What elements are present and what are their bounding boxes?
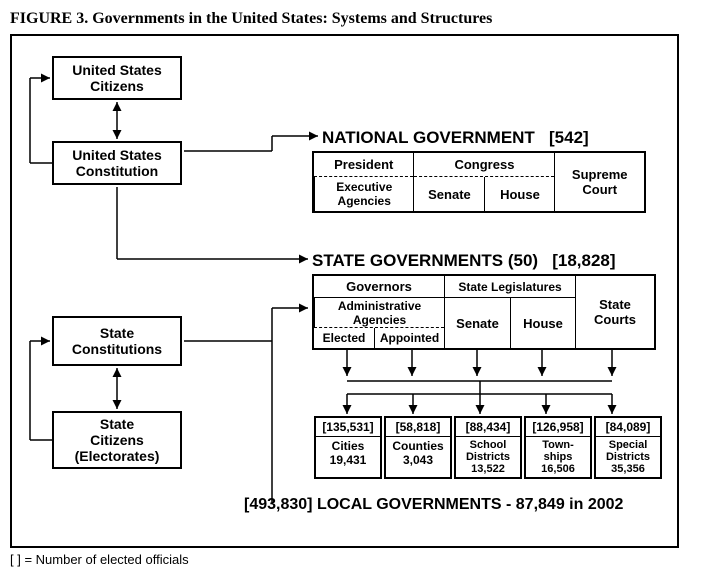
- local-school: [88,434] School Districts13,522: [454, 416, 522, 479]
- cell-state-house: House: [510, 298, 575, 348]
- label: (Electorates): [75, 448, 160, 464]
- officials: [58,818]: [386, 418, 450, 437]
- cell-senate: Senate: [414, 177, 484, 211]
- local-counties: [58,818] Counties3,043: [384, 416, 452, 479]
- cell-exec-agencies: Executive Agencies: [314, 177, 413, 211]
- cell-congress: Congress: [414, 153, 554, 177]
- cell-president: President: [314, 153, 413, 177]
- local-special: [84,089] Special Districts35,356: [594, 416, 662, 479]
- national-table: President Executive Agencies Congress Se…: [312, 151, 646, 213]
- box-us-constitution: United States Constitution: [52, 141, 182, 185]
- state-heading: STATE GOVERNMENTS (50): [312, 251, 538, 270]
- count: 16,506: [541, 463, 575, 475]
- name: School Districts: [466, 439, 510, 463]
- label: State: [100, 325, 134, 341]
- state-officials: [18,828]: [552, 251, 615, 270]
- cell-supreme-court: Supreme Court: [554, 153, 644, 211]
- label: Citizens: [90, 78, 144, 94]
- count: 13,522: [471, 463, 505, 475]
- local-heading: LOCAL GOVERNMENTS - 87,849 in 2002: [317, 496, 623, 513]
- count: 3,043: [403, 453, 433, 467]
- label: United States: [72, 62, 161, 78]
- cell-admin: Administrative Agencies: [314, 298, 444, 328]
- label: United States: [72, 147, 161, 163]
- label: Constitutions: [72, 341, 162, 357]
- box-state-citizens: State Citizens (Electorates): [52, 411, 182, 469]
- name: Town- ships: [542, 439, 574, 463]
- cell-governors: Governors: [314, 276, 444, 298]
- cell-state-senate: Senate: [445, 298, 510, 348]
- national-heading-row: NATIONAL GOVERNMENT [542]: [322, 128, 589, 148]
- state-table: Governors Administrative Agencies Electe…: [312, 274, 656, 350]
- label: Constitution: [76, 163, 158, 179]
- cell-legislatures: State Legislatures: [445, 276, 575, 298]
- local-row: [135,531] Cities19,431 [58,818] Counties…: [314, 416, 662, 479]
- name: Special Districts: [606, 439, 650, 463]
- label: Citizens: [90, 432, 144, 448]
- figure-title: FIGURE 3. Governments in the United Stat…: [10, 10, 693, 28]
- box-state-constitutions: State Constitutions: [52, 316, 182, 366]
- local-cities: [135,531] Cities19,431: [314, 416, 382, 479]
- footnote: [ ] = Number of elected officials: [10, 552, 693, 567]
- cell-house: House: [484, 177, 554, 211]
- local-heading-row: [493,830] LOCAL GOVERNMENTS - 87,849 in …: [244, 496, 623, 514]
- box-us-citizens: United States Citizens: [52, 56, 182, 100]
- count: 19,431: [330, 453, 367, 467]
- officials: [84,089]: [596, 418, 660, 437]
- local-townships: [126,958] Town- ships16,506: [524, 416, 592, 479]
- cell-state-courts: State Courts: [575, 276, 654, 348]
- cell-elected: Elected: [314, 328, 374, 348]
- officials: [135,531]: [316, 418, 380, 437]
- state-heading-row: STATE GOVERNMENTS (50) [18,828]: [312, 251, 616, 271]
- cell-appointed: Appointed: [374, 328, 444, 348]
- diagram-frame: United States Citizens United States Con…: [10, 34, 679, 548]
- name: Counties: [392, 439, 443, 453]
- national-heading: NATIONAL GOVERNMENT: [322, 128, 535, 147]
- officials: [126,958]: [526, 418, 590, 437]
- count: 35,356: [611, 463, 645, 475]
- label: State: [100, 416, 134, 432]
- name: Cities: [332, 439, 365, 453]
- national-officials: [542]: [549, 128, 589, 147]
- officials: [88,434]: [456, 418, 520, 437]
- local-total-officials: [493,830]: [244, 496, 313, 513]
